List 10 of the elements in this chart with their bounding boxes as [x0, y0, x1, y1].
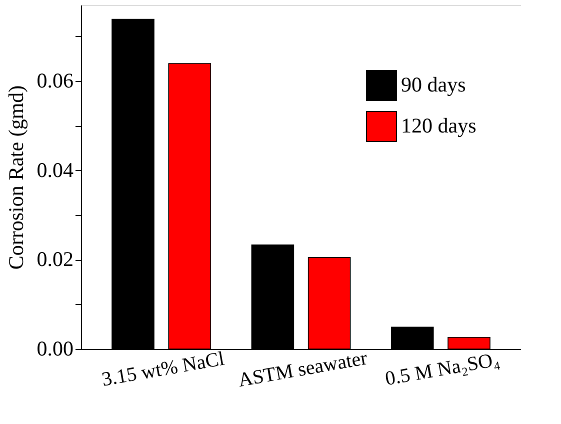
- y-tick-label: 0.04: [36, 158, 74, 182]
- x-tick-label: ASTM seawater: [236, 347, 370, 392]
- y-axis-title: Corrosion Rate (gmd): [4, 85, 28, 270]
- legend-label: 90 days: [401, 72, 466, 96]
- y-tick-label: 0.00: [36, 336, 74, 360]
- legend-label: 120 days: [401, 114, 476, 138]
- y-tick-label: 0.02: [36, 247, 74, 272]
- x-tick-label: 0.5 M Na₂SO₄: [384, 348, 502, 390]
- y-tick-label: 0.06: [36, 68, 74, 92]
- x-tick-label: 3.15 wt% NaCl: [100, 348, 226, 391]
